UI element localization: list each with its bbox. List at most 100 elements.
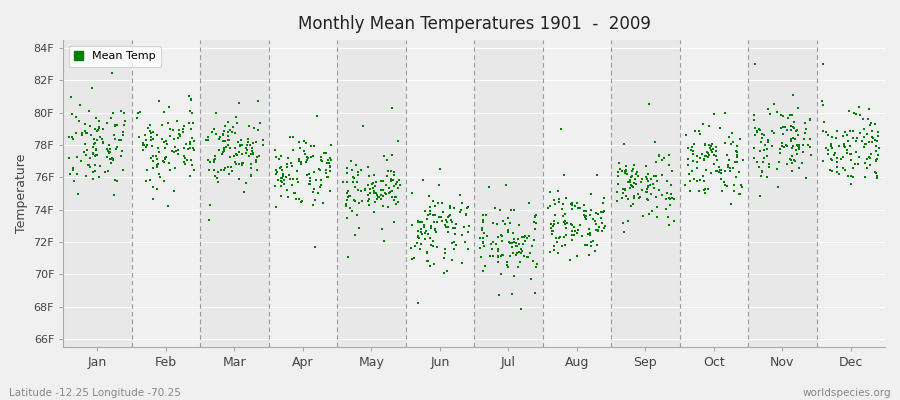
Point — [520, 235, 535, 241]
Point — [782, 156, 796, 162]
Point — [624, 174, 638, 180]
Point — [629, 170, 643, 177]
Point — [246, 150, 260, 156]
Point — [422, 204, 436, 210]
Point — [107, 177, 122, 183]
Point — [414, 229, 428, 236]
Point — [274, 164, 289, 170]
Point — [590, 242, 605, 248]
Point — [146, 164, 160, 171]
Point — [227, 152, 241, 159]
Point — [320, 174, 334, 180]
Point — [716, 179, 731, 186]
Point — [426, 243, 440, 250]
Point — [501, 239, 516, 246]
Point — [709, 168, 724, 175]
Point — [362, 202, 376, 208]
Point — [543, 189, 557, 195]
Point — [784, 160, 798, 166]
Point — [83, 164, 97, 171]
Point — [437, 246, 452, 252]
Point — [594, 215, 608, 222]
Point — [514, 250, 528, 256]
Point — [381, 168, 395, 174]
Point — [434, 214, 448, 220]
Point — [712, 168, 726, 175]
Point — [868, 169, 882, 176]
Point — [715, 176, 729, 182]
Point — [491, 233, 505, 240]
Point — [302, 171, 316, 177]
Point — [210, 110, 224, 116]
Point — [315, 158, 329, 164]
Point — [861, 106, 876, 113]
Point — [582, 232, 597, 238]
Point — [203, 159, 218, 166]
Point — [66, 167, 80, 173]
Point — [248, 157, 263, 164]
Point — [376, 203, 391, 209]
Point — [86, 85, 100, 91]
Point — [113, 153, 128, 159]
Point — [104, 160, 119, 167]
Point — [248, 158, 263, 165]
Point — [372, 194, 386, 200]
Point — [247, 125, 261, 132]
Point — [589, 210, 603, 216]
Point — [112, 137, 126, 143]
Point — [563, 220, 578, 227]
Point — [554, 243, 569, 249]
Point — [173, 132, 187, 139]
Point — [136, 147, 150, 153]
Point — [591, 224, 606, 230]
Point — [446, 246, 461, 252]
Point — [439, 217, 454, 224]
Point — [525, 242, 539, 249]
Point — [500, 261, 515, 268]
Point — [829, 135, 843, 142]
Point — [79, 173, 94, 179]
Point — [345, 208, 359, 214]
Point — [824, 157, 839, 163]
Point — [428, 226, 442, 232]
Point — [364, 181, 379, 188]
Point — [238, 145, 253, 151]
Point — [420, 258, 435, 264]
Point — [580, 212, 594, 219]
Point — [679, 132, 693, 138]
Point — [856, 134, 870, 140]
Point — [869, 138, 884, 144]
Point — [153, 174, 167, 180]
Point — [284, 182, 299, 188]
Point — [628, 181, 643, 187]
Point — [619, 170, 634, 177]
Point — [698, 190, 713, 196]
Point — [643, 182, 657, 188]
Point — [704, 170, 718, 176]
Point — [433, 166, 447, 172]
Point — [640, 196, 654, 202]
Point — [207, 156, 221, 163]
Point — [819, 145, 833, 152]
Point — [235, 160, 249, 166]
Point — [564, 201, 579, 208]
Point — [428, 227, 442, 233]
Point — [843, 128, 858, 134]
Point — [567, 224, 581, 230]
Point — [788, 125, 802, 131]
Point — [559, 194, 573, 201]
Point — [343, 193, 357, 199]
Point — [442, 213, 456, 220]
Point — [424, 225, 438, 232]
Point — [268, 154, 283, 160]
Point — [500, 264, 515, 270]
Point — [683, 178, 698, 184]
Point — [589, 221, 603, 227]
Point — [387, 169, 401, 175]
Point — [511, 248, 526, 255]
Point — [246, 144, 260, 151]
Point — [501, 229, 516, 235]
Point — [131, 134, 146, 140]
Point — [269, 167, 284, 173]
Point — [717, 168, 732, 174]
